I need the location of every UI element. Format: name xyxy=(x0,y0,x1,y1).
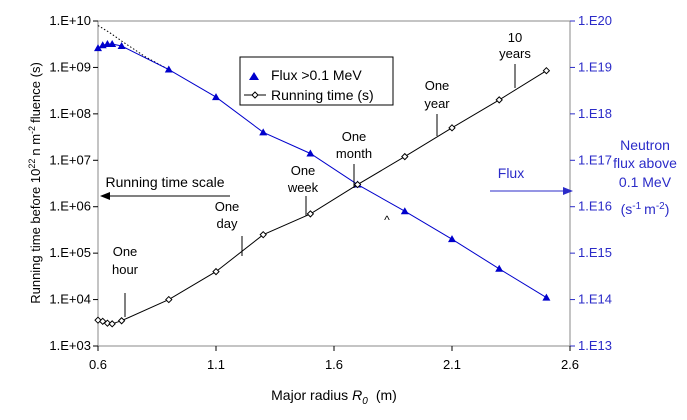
x-tick-label: 1.6 xyxy=(325,357,343,372)
legend-flux-marker xyxy=(249,72,259,80)
annotation-one-day-line1: One xyxy=(215,199,240,214)
running-time-point xyxy=(448,124,456,132)
y-left-tick-label: 1.E+03 xyxy=(49,338,91,353)
running-time-point xyxy=(306,210,315,218)
running-time-point xyxy=(495,96,503,104)
y-right-tick-label: 1.E19 xyxy=(578,59,612,74)
annotation-one-year-line2: year xyxy=(424,96,450,111)
running-scale-label: Running time scale xyxy=(105,174,224,190)
legend-running-marker xyxy=(251,91,259,99)
running-time-point xyxy=(117,317,126,325)
running-time-point xyxy=(108,320,116,328)
flux-point xyxy=(94,44,102,52)
running-time-point xyxy=(353,180,362,189)
y-left-tick-label: 1.E+04 xyxy=(49,292,91,307)
y-right-tick-label: 1.E17 xyxy=(578,152,612,167)
svg-text:(s-1m-2): (s-1 m-2) xyxy=(621,201,670,217)
flux-point xyxy=(259,128,268,136)
flux-arrow-label: Flux xyxy=(498,165,524,181)
flux-point xyxy=(448,235,456,243)
flux-point xyxy=(117,41,126,49)
x-axis-label: Major radius R0 (m) xyxy=(271,387,397,407)
legend-running-label: Running time (s) xyxy=(271,87,374,103)
flux-point xyxy=(400,207,409,215)
svg-text:0.1 MeV: 0.1 MeV xyxy=(619,174,672,190)
y-axis-right-label: Neutron flux above 0.1 MeV (s-1 m-2) xyxy=(613,137,677,217)
flux-point xyxy=(306,149,315,157)
svg-text:Neutron: Neutron xyxy=(620,137,670,153)
y-right-tick-label: 1.E15 xyxy=(578,245,612,260)
annotation-one-week-line1: One xyxy=(291,163,316,178)
flux-point xyxy=(108,39,117,47)
x-tick-label: 0.6 xyxy=(89,357,107,372)
running-time-point xyxy=(542,66,551,75)
svg-text:flux above: flux above xyxy=(613,155,677,171)
flux-point xyxy=(495,264,504,272)
legend-flux-label: Flux >0.1 MeV xyxy=(271,67,362,83)
running-time-point xyxy=(401,152,409,161)
running-time-point xyxy=(103,319,112,327)
flux-point xyxy=(164,65,173,73)
y-left-tick-label: 1.E+09 xyxy=(49,59,91,74)
y-left-tick-label: 1.E+07 xyxy=(49,152,91,167)
annotations: One hour One day One week One month One … xyxy=(112,30,531,277)
y-left-tick-label: 1.E+10 xyxy=(49,13,91,28)
flux-point xyxy=(542,293,551,301)
y-left-tick-label: 1.E+08 xyxy=(49,106,91,121)
y-right-tick-label: 1.E20 xyxy=(578,13,612,28)
axes: 1.E+03 1.E+04 1.E+05 1.E+06 1.E+07 1.E+08 1.E+… xyxy=(49,13,612,372)
x-tick-label: 2.1 xyxy=(443,357,461,372)
y-axis-left-label: Running time before 1022n m-2fluence (s) xyxy=(27,62,43,304)
legend-box xyxy=(239,56,394,106)
x-tick-label: 1.1 xyxy=(207,357,225,372)
annotation-one-month-line2: month xyxy=(336,146,372,161)
annotation-one-hour-line2: hour xyxy=(112,262,139,277)
annotation-ten-years-line2: years xyxy=(499,46,531,61)
annotation-one-year-line1: One xyxy=(425,78,450,93)
annotation-pointers xyxy=(124,64,516,317)
flux-point xyxy=(212,93,220,101)
legend: Flux >0.1 MeV Running time (s) xyxy=(239,56,394,106)
annotation-one-day-line2: day xyxy=(217,216,238,231)
annotation-one-month-line1: One xyxy=(342,129,367,144)
y-right-tick-label: 1.E13 xyxy=(578,338,612,353)
running-time-point xyxy=(259,230,267,239)
annotation-one-hour-line1: One xyxy=(113,244,138,259)
extrapolation-line xyxy=(97,25,170,71)
y-right-tick-label: 1.E16 xyxy=(578,199,612,214)
stray-mark: ^ xyxy=(384,213,390,227)
x-tick-label: 2.6 xyxy=(561,357,579,372)
annotation-ten-years-line1: 10 xyxy=(508,30,522,45)
y-right-tick-label: 1.E14 xyxy=(578,292,612,307)
plot-marks xyxy=(94,25,551,328)
running-time-point xyxy=(165,295,173,304)
y-left-tick-label: 1.E+05 xyxy=(49,245,91,260)
y-left-tick-label: 1.E+06 xyxy=(49,199,91,214)
annotation-one-week-line2: week xyxy=(287,180,319,195)
running-time-point xyxy=(212,267,220,276)
y-right-tick-label: 1.E18 xyxy=(578,106,612,121)
